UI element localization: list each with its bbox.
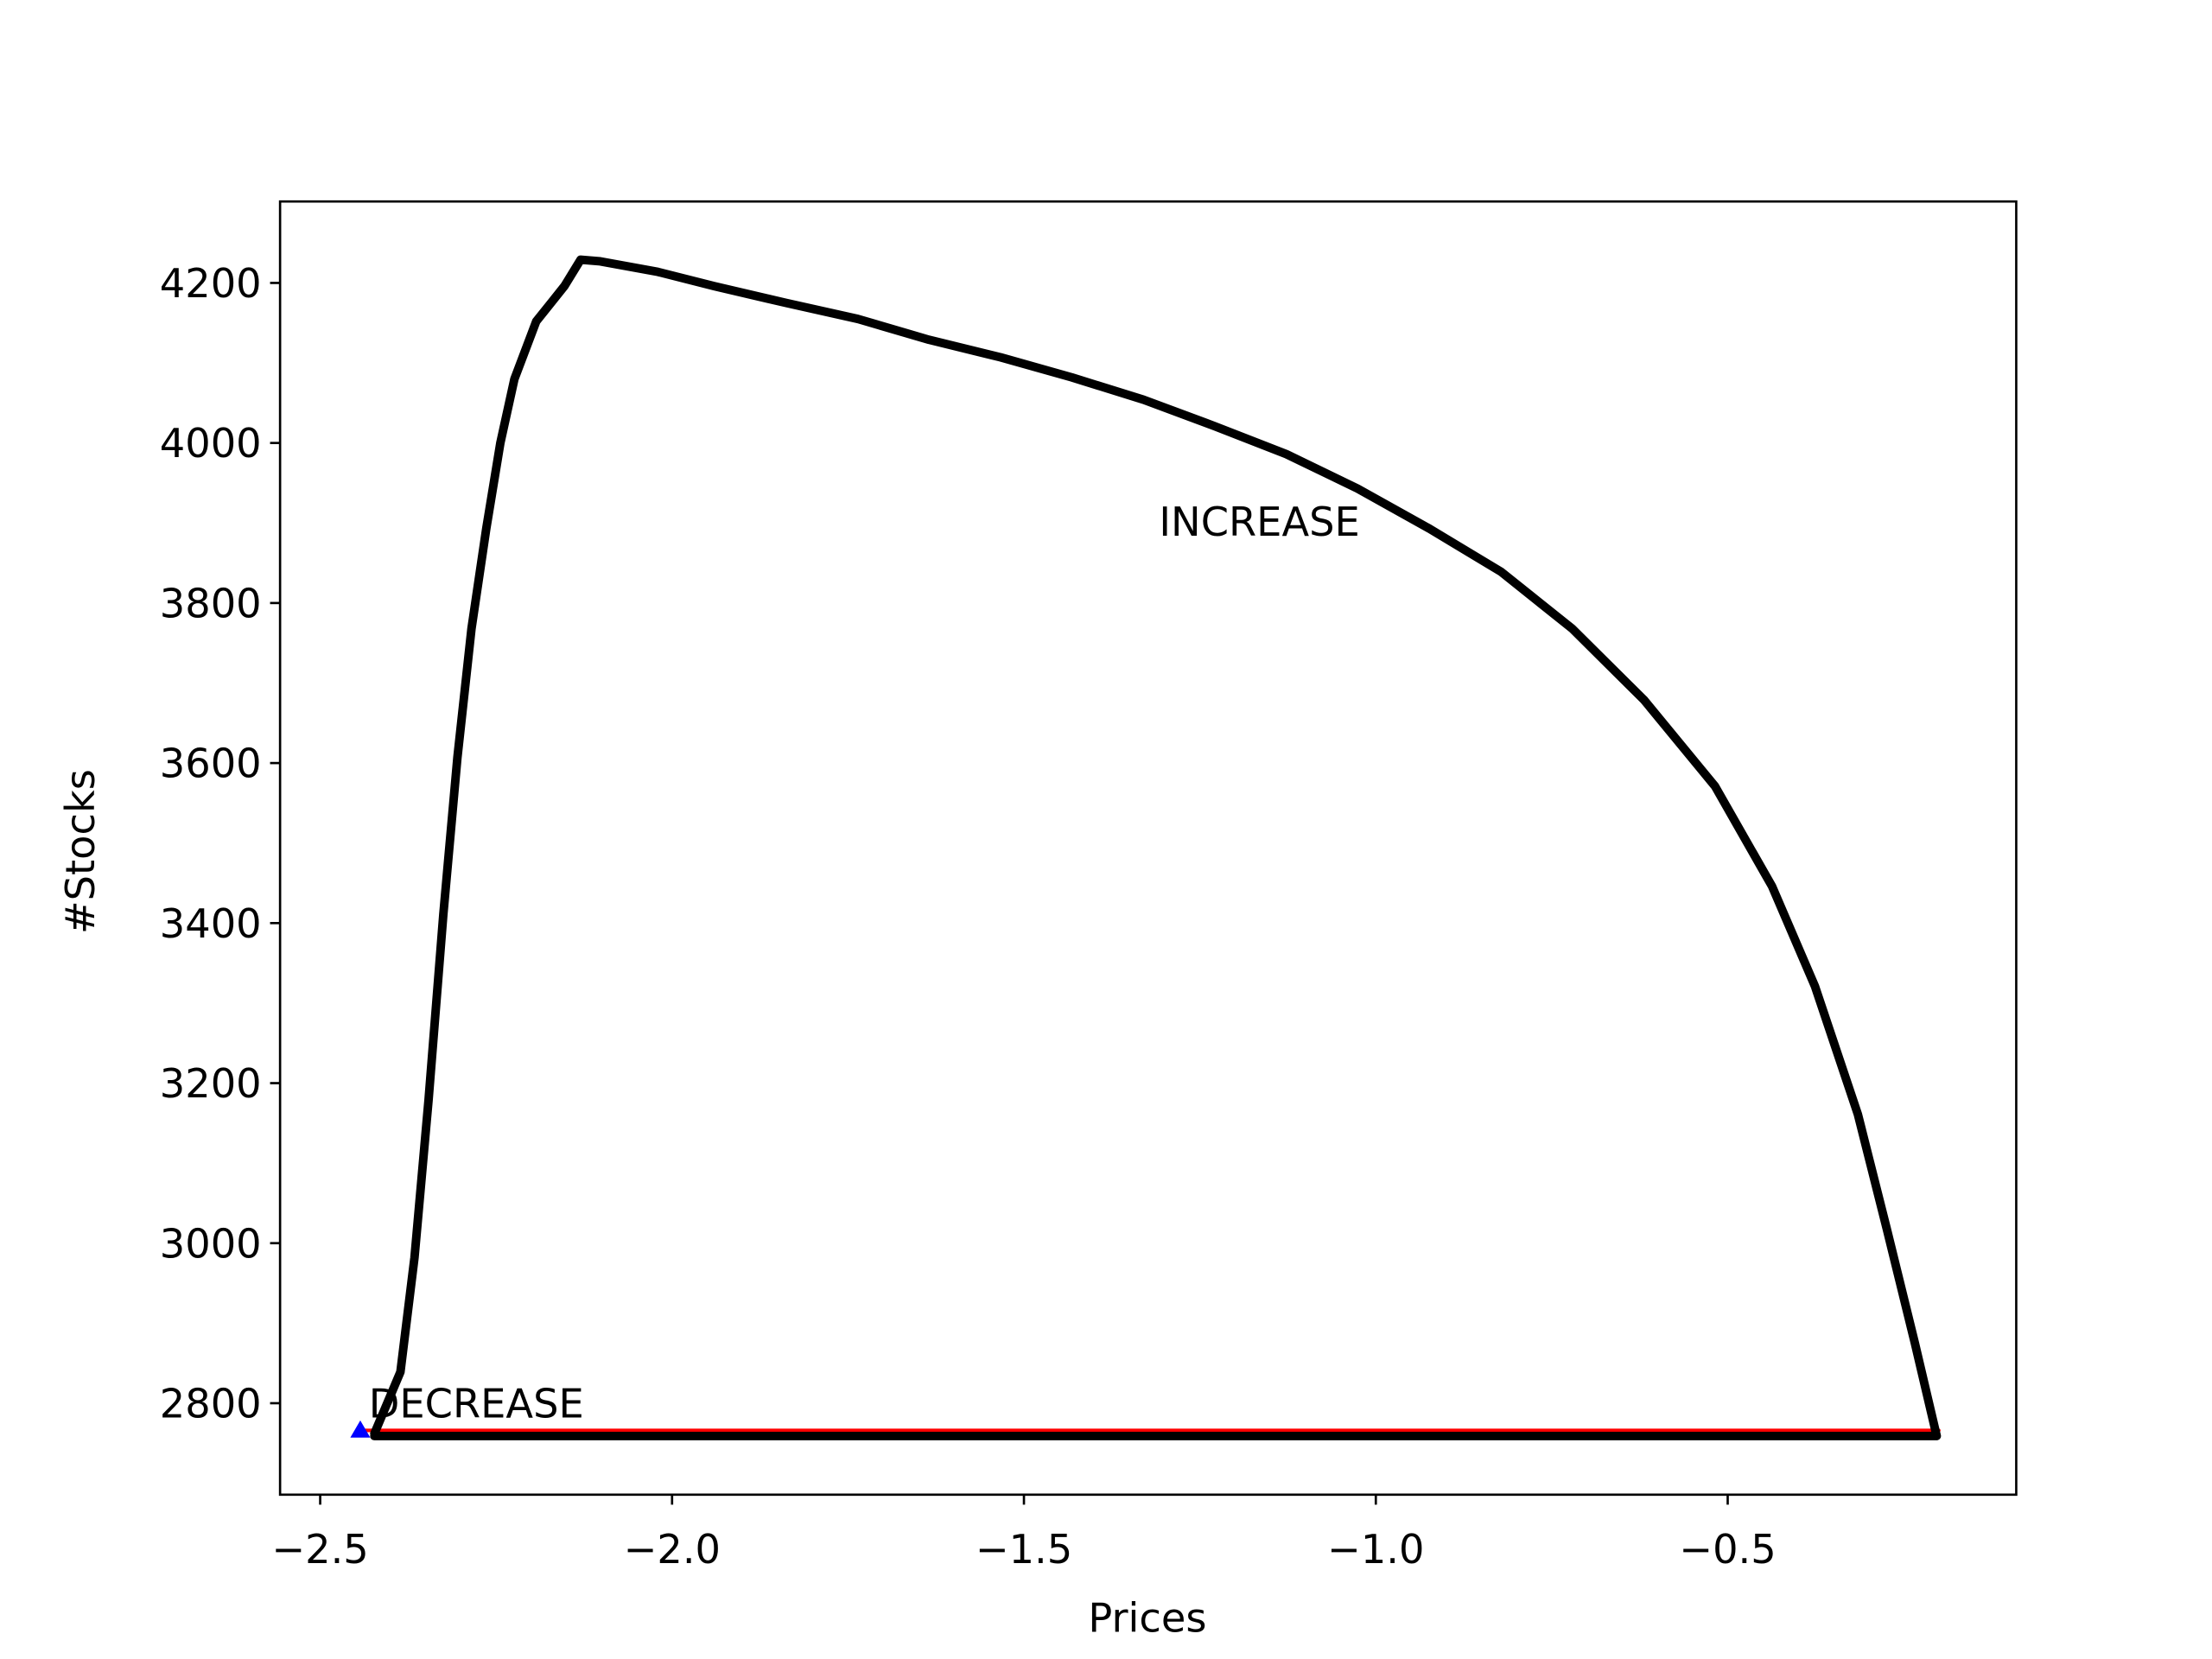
series-line (370, 255, 1942, 1440)
y-tick-label: 2800 (160, 1381, 262, 1427)
x-tick-label: −1.5 (976, 1526, 1072, 1573)
y-tick-label: 3200 (160, 1060, 262, 1107)
y-tick-label: 3000 (160, 1220, 262, 1267)
marker (350, 1420, 371, 1438)
y-tick-label: 4200 (160, 260, 262, 307)
plot-frame (278, 200, 2018, 1497)
x-tick-label: −1.0 (1327, 1526, 1424, 1573)
annotation: DECREASE (369, 1381, 584, 1427)
y-tick-label: 3400 (160, 900, 262, 947)
x-tick-label: −2.0 (624, 1526, 721, 1573)
y-tick-label: 3600 (160, 741, 262, 787)
y-tick-label: 4000 (160, 420, 262, 467)
y-tick-label: 3800 (160, 580, 262, 626)
x-axis-label: Prices (1088, 1595, 1206, 1642)
annotation: INCREASE (1159, 499, 1359, 545)
x-tick-label: −2.5 (271, 1526, 368, 1573)
x-tick-label: −0.5 (1679, 1526, 1776, 1573)
y-axis-label: #Stocks (57, 769, 104, 934)
